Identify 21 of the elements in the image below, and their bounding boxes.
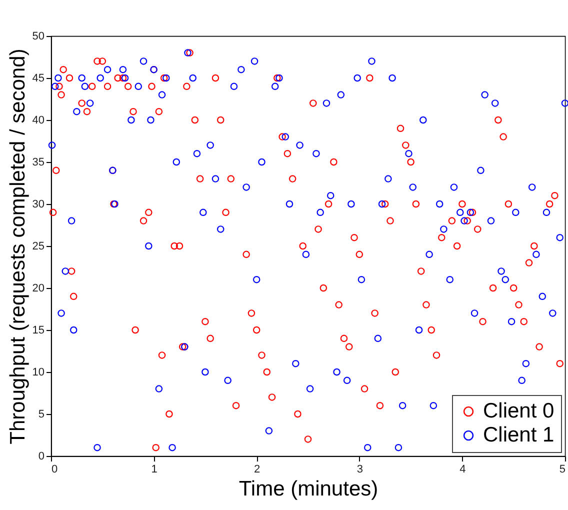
y-tick-label: 0 [38,450,44,462]
y-tick-label: 20 [32,282,44,294]
y-tick-label: 10 [32,366,44,378]
y-tick-label: 30 [32,198,44,210]
x-tick-label: 4 [460,464,466,476]
y-tick-label: 35 [32,156,44,168]
y-axis-title: Throughput (requests completed / second) [6,48,30,444]
x-tick-label: 2 [254,464,260,476]
y-tick-label: 45 [32,72,44,84]
x-tick-label: 1 [151,464,158,476]
y-tick-label: 5 [38,408,44,420]
x-tick-label: 0 [52,464,58,476]
y-tick-label: 40 [32,114,44,126]
y-tick-label: 15 [32,324,44,336]
y-tick-label: 50 [32,30,44,42]
legend-label: Client 1 [483,424,554,446]
y-tick-label: 25 [32,240,44,252]
x-tick-label: 5 [559,464,566,476]
x-axis-title: Time (minutes) [238,478,378,500]
x-tick-label: 3 [356,464,363,476]
legend-label: Client 0 [483,400,554,422]
